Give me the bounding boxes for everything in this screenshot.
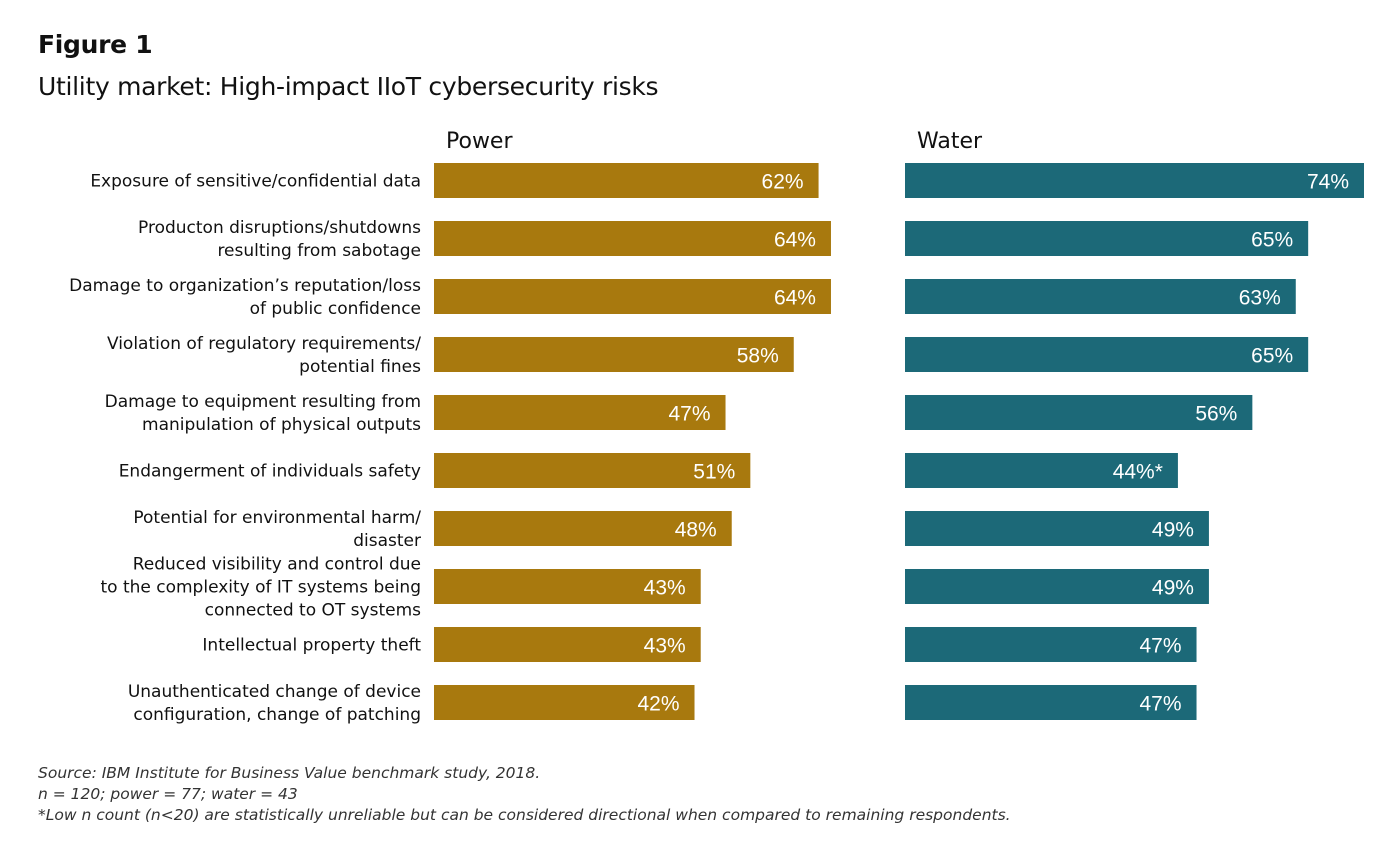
bar-power — [434, 453, 751, 488]
bar-power — [434, 163, 819, 198]
bar-water — [905, 221, 1309, 256]
bar-water — [905, 395, 1253, 430]
bar-power — [434, 395, 726, 430]
bar-water — [905, 337, 1309, 372]
source-note: Source: IBM Institute for Business Value… — [38, 764, 541, 782]
bar-power — [434, 279, 831, 314]
category-label-line: Violation of regulatory requirements/ — [107, 334, 421, 354]
series-heading-power: Power — [446, 129, 513, 154]
data-label-water: 49% — [1152, 519, 1194, 542]
data-label-power: 42% — [637, 693, 679, 716]
category-label-line: Exposure of sensitive/confidential data — [90, 172, 421, 192]
category-label: Exposure of sensitive/confidential data — [90, 172, 421, 192]
category-label-line: resulting from sabotage — [217, 241, 421, 261]
low-n-footnote: *Low n count (n<20) are statistically un… — [38, 806, 1011, 824]
category-label: Endangerment of individuals safety — [119, 462, 421, 482]
bar-water — [905, 511, 1209, 546]
data-label-power: 43% — [644, 577, 686, 600]
category-label-line: Endangerment of individuals safety — [119, 462, 421, 482]
series-heading-water: Water — [917, 129, 983, 154]
category-label-line: Damage to equipment resulting from — [105, 392, 421, 412]
data-label-water: 63% — [1239, 287, 1281, 310]
category-label: Intellectual property theft — [202, 636, 421, 656]
category-label-line: configuration, change of patching — [133, 705, 421, 725]
data-label-water: 65% — [1251, 229, 1293, 252]
data-label-power: 43% — [644, 635, 686, 658]
bar-water — [905, 627, 1197, 662]
category-label: Damage to organization’s reputation/loss… — [69, 276, 421, 319]
sample-size-note: n = 120; power = 77; water = 43 — [38, 785, 298, 803]
data-label-water: 47% — [1139, 635, 1181, 658]
data-label-power: 62% — [762, 171, 804, 194]
data-label-water: 65% — [1251, 345, 1293, 368]
category-label-line: potential fines — [299, 357, 421, 377]
bar-water — [905, 685, 1197, 720]
data-label-water: 44%* — [1113, 461, 1163, 484]
bar-power — [434, 627, 701, 662]
category-label: Potential for environmental harm/disaste… — [133, 508, 421, 551]
bar-power — [434, 221, 831, 256]
data-label-water: 49% — [1152, 577, 1194, 600]
category-label-line: Damage to organization’s reputation/loss — [69, 276, 421, 296]
data-label-power: 64% — [774, 287, 816, 310]
category-label-line: manipulation of physical outputs — [142, 415, 421, 435]
category-label-line: Potential for environmental harm/ — [133, 508, 421, 528]
category-label-line: connected to OT systems — [205, 601, 422, 621]
category-label: Reduced visibility and control due to the… — [100, 555, 421, 621]
bar-water — [905, 163, 1364, 198]
chart-title: Utility market: High-impact IIoT cyberse… — [38, 72, 659, 101]
category-label-line: Unauthenticated change of device — [128, 682, 421, 702]
bar-water — [905, 453, 1178, 488]
bar-water — [905, 279, 1296, 314]
figure-label: Figure 1 — [38, 30, 153, 59]
bar-chart: Exposure of sensitive/confidential data P… — [69, 129, 1364, 725]
bar-water — [905, 569, 1209, 604]
category-label-line: disaster — [353, 531, 421, 551]
bar-power — [434, 337, 794, 372]
category-label-line: Reduced visibility and control due — [133, 555, 421, 575]
data-label-power: 51% — [693, 461, 735, 484]
category-label: Violation of regulatory requirements/pot… — [107, 334, 421, 377]
data-label-power: 64% — [774, 229, 816, 252]
data-label-power: 48% — [675, 519, 717, 542]
chart-notes: Source: IBM Institute for Business Value… — [38, 763, 1011, 826]
data-label-water: 56% — [1195, 403, 1237, 426]
data-label-water: 74% — [1307, 171, 1349, 194]
category-label-line: Producton disruptions/shutdowns — [138, 218, 421, 238]
bar-power — [434, 569, 701, 604]
data-label-power: 47% — [668, 403, 710, 426]
category-label-line: to the complexity of IT systems being — [100, 578, 421, 598]
data-label-water: 47% — [1139, 693, 1181, 716]
category-label-line: of public confidence — [250, 299, 421, 319]
bar-power — [434, 685, 695, 720]
bar-power — [434, 511, 732, 546]
category-label: Producton disruptions/shutdowns resulting… — [138, 218, 421, 261]
data-label-power: 58% — [737, 345, 779, 368]
category-label: Damage to equipment resulting from manipu… — [105, 392, 421, 435]
category-label-line: Intellectual property theft — [202, 636, 421, 656]
category-label: Unauthenticated change of device configur… — [128, 682, 421, 725]
